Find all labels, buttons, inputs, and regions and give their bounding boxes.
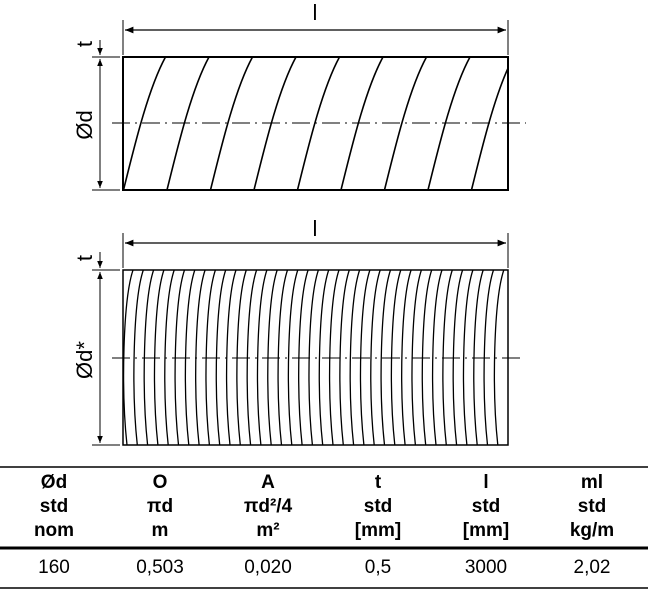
thickness-label: t <box>72 255 97 261</box>
corrugation-line <box>205 269 217 446</box>
corrugation-line <box>174 269 186 446</box>
corrugation-line <box>308 269 320 446</box>
corrugation-line <box>411 269 423 446</box>
header-cell: m² <box>256 520 279 541</box>
corrugation-line <box>493 269 505 446</box>
thickness-label: t <box>72 41 97 47</box>
spiral-line <box>123 57 167 190</box>
corrugation-line <box>483 269 495 446</box>
spiral-line <box>166 57 210 190</box>
header-cell: std <box>364 496 393 517</box>
header-cell: [mm] <box>463 520 509 541</box>
corrugation-line <box>215 269 227 446</box>
spiral-line <box>253 57 297 190</box>
corrugation-line <box>267 269 278 446</box>
header-cell: std <box>40 496 69 517</box>
header-cell: Ød <box>41 472 67 493</box>
corrugation-line <box>143 269 155 446</box>
corrugation-line <box>246 269 258 446</box>
header-cell: πd²/4 <box>244 496 293 517</box>
corrugation-line <box>473 269 484 446</box>
header-cell: πd <box>147 496 173 517</box>
corrugation-line <box>236 269 247 446</box>
top-drawing <box>92 20 526 191</box>
corrugation-line <box>390 269 402 446</box>
diameter-label: Ød* <box>72 341 97 379</box>
corrugation-line <box>359 269 371 446</box>
header-cell: l <box>483 472 488 493</box>
corrugation-line <box>277 269 289 446</box>
header-cell: nom <box>34 520 74 541</box>
header-cell: kg/m <box>570 520 614 541</box>
table-cell: 160 <box>38 557 70 578</box>
spiral-line <box>427 57 471 190</box>
header-cell: O <box>153 472 168 493</box>
table-cell: 0,020 <box>244 557 292 578</box>
bottom-drawing <box>92 233 520 446</box>
corrugation-line <box>452 269 464 446</box>
corrugation-line <box>256 269 268 446</box>
corrugation-line <box>401 269 412 446</box>
header-cell: ml <box>581 472 603 493</box>
corrugation-line <box>287 269 299 446</box>
diameter-label: Ød <box>72 110 97 139</box>
corrugation-line <box>462 269 474 446</box>
corrugation-line <box>349 269 361 446</box>
header-cell: std <box>472 496 501 517</box>
corrugation-line <box>122 269 134 446</box>
corrugation-line <box>370 269 381 446</box>
corrugation-line <box>225 269 237 446</box>
table-cell: 3000 <box>465 557 507 578</box>
spiral-line <box>383 57 428 190</box>
corrugation-line <box>339 269 350 446</box>
corrugation-line <box>184 269 196 446</box>
table-cell: 0,5 <box>365 557 391 578</box>
corrugation-line <box>318 269 330 446</box>
corrugation-line <box>442 269 453 446</box>
corrugation-line <box>298 269 309 446</box>
spiral-line <box>470 66 508 190</box>
corrugation-line <box>164 269 175 446</box>
length-label: l <box>313 216 318 241</box>
header-cell: [mm] <box>355 520 401 541</box>
length-label: l <box>313 0 318 25</box>
header-cell: std <box>578 496 607 517</box>
header-cell: A <box>261 472 275 493</box>
table-cell: 2,02 <box>574 557 611 578</box>
header-cell: m <box>152 520 169 541</box>
corrugation-line <box>153 269 165 446</box>
corrugation-line <box>421 269 433 446</box>
header-cell: t <box>375 472 382 493</box>
corrugation-line <box>328 269 340 446</box>
corrugation-line <box>195 269 206 446</box>
corrugation-line <box>133 269 144 446</box>
spiral-line <box>340 57 384 190</box>
spiral-line <box>209 57 254 190</box>
corrugation-line <box>431 269 443 446</box>
corrugation-line <box>380 269 392 446</box>
table-cell: 0,503 <box>136 557 184 578</box>
spiral-line <box>296 57 341 190</box>
